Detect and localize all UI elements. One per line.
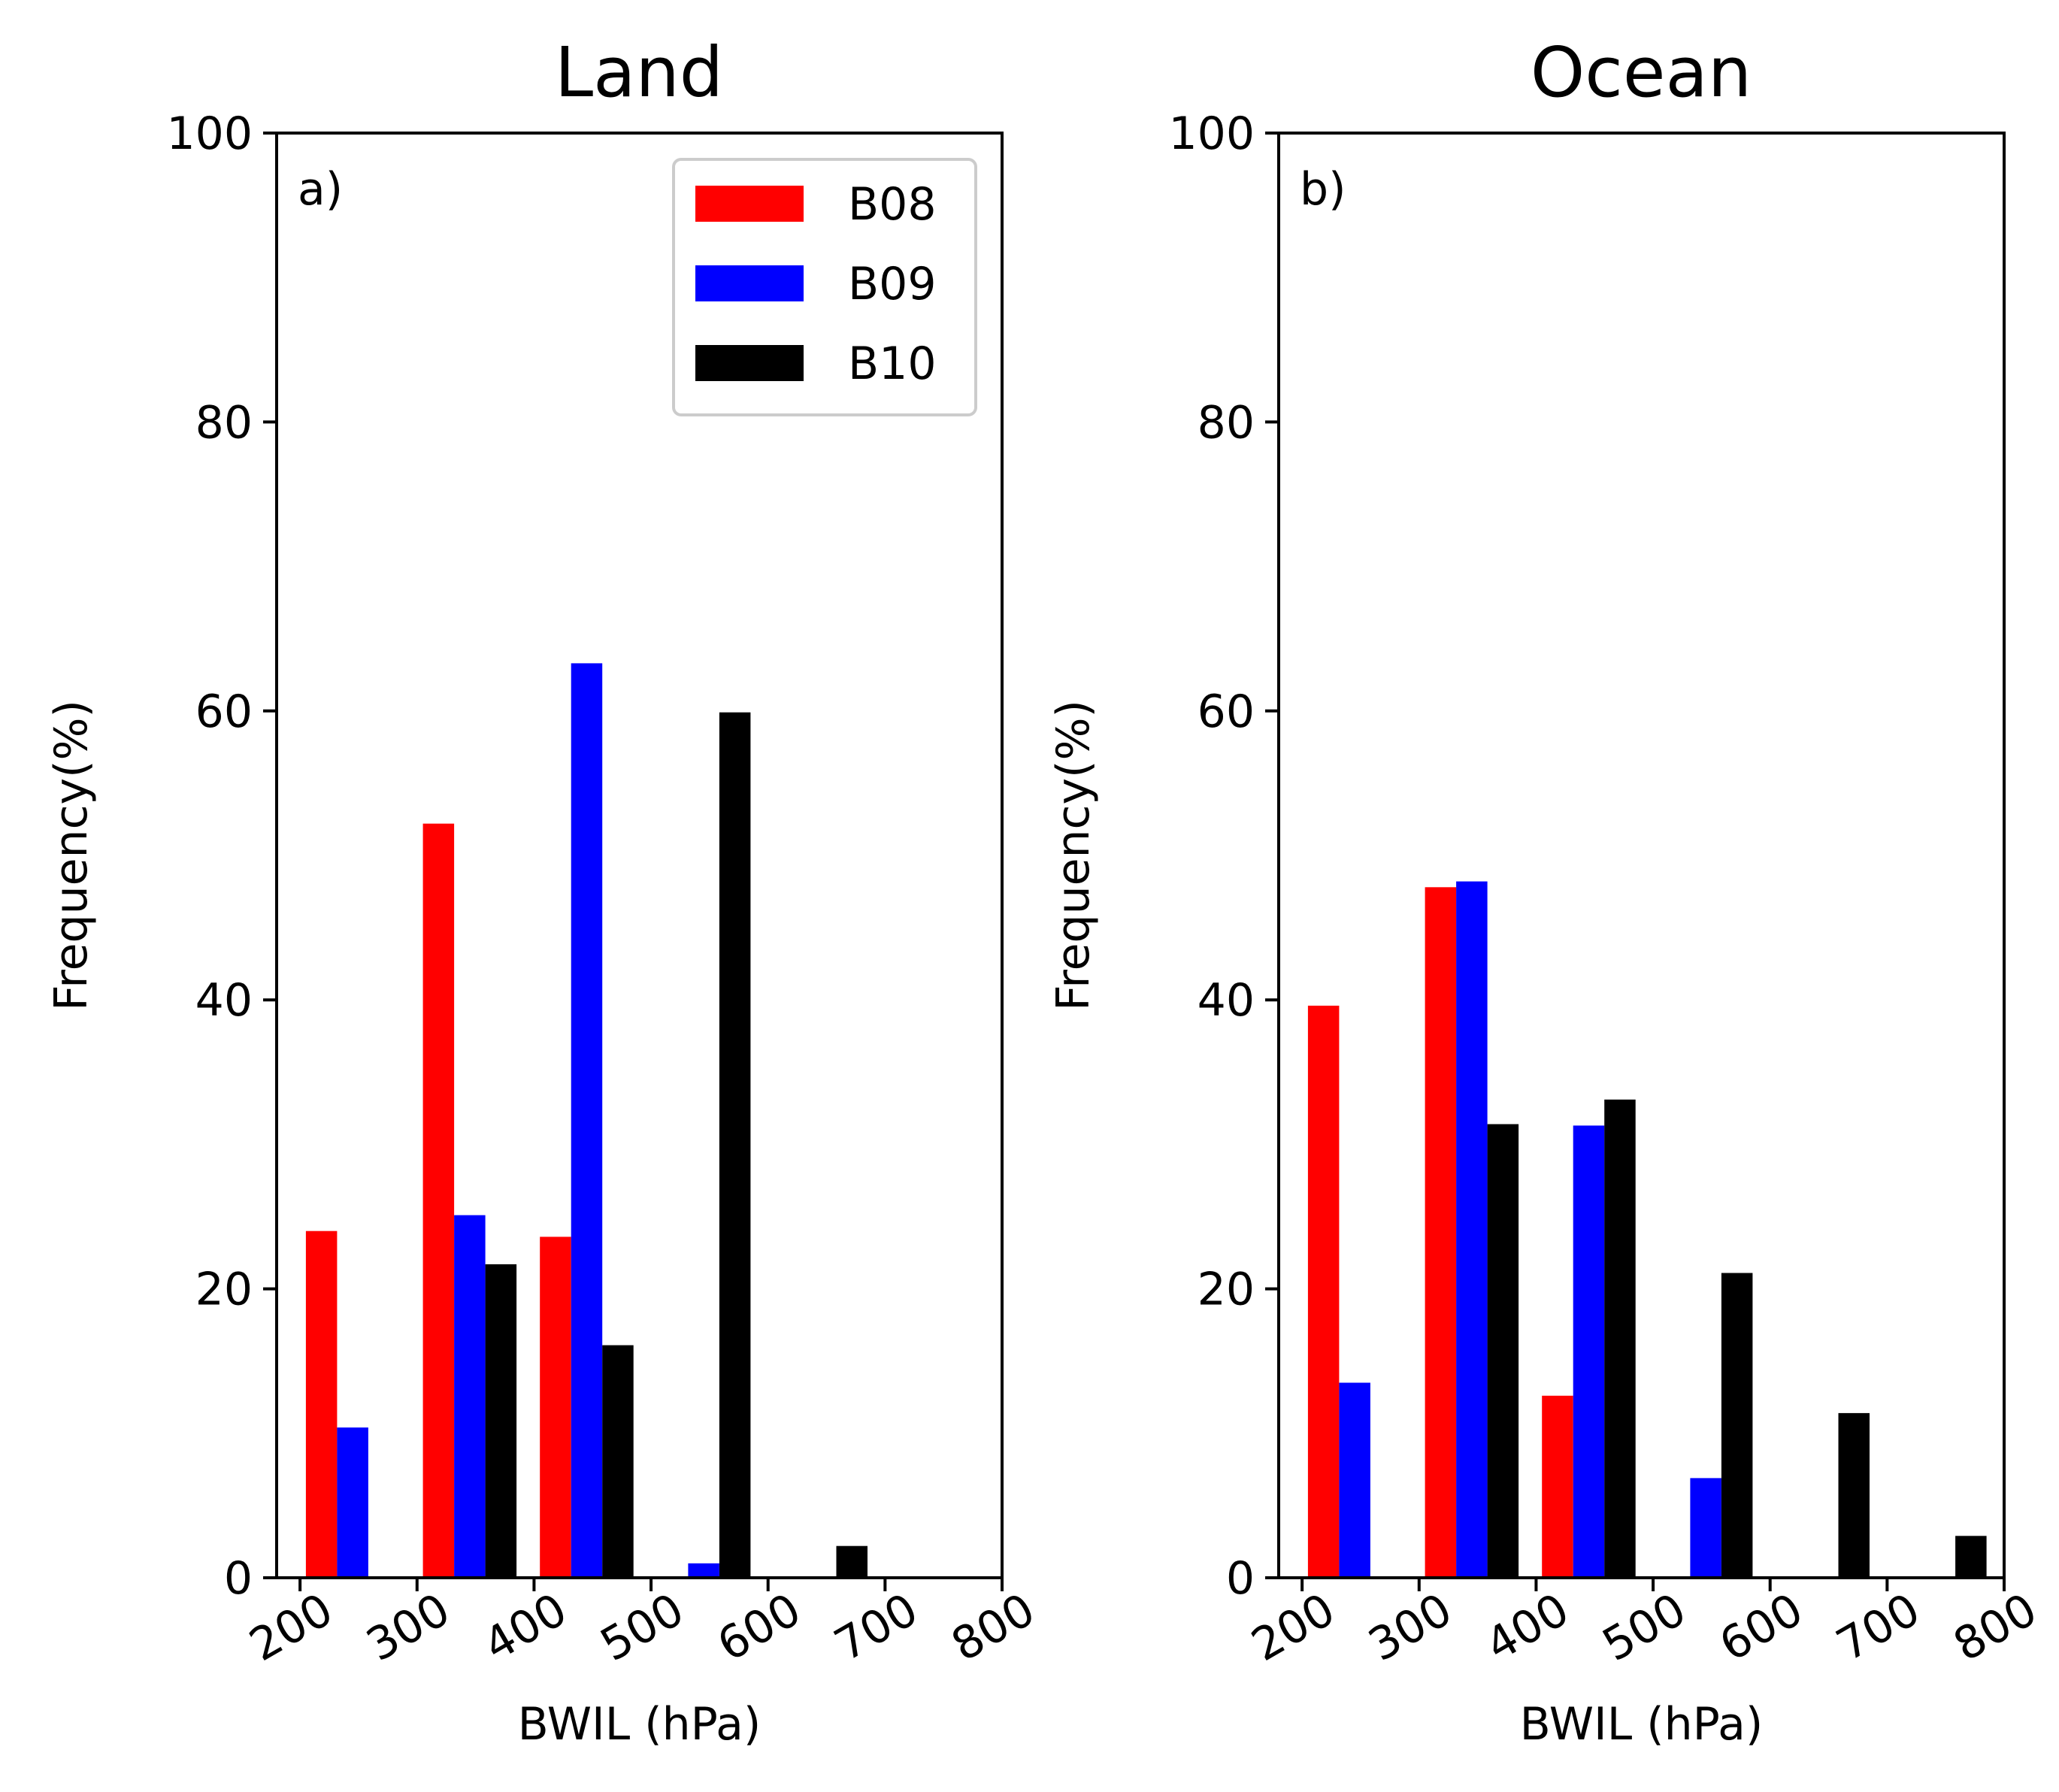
y-tick-label: 60 [195,686,253,738]
bar-b10-500 [719,712,751,1579]
bar-b10-600 [1838,1412,1870,1578]
bar-b10-500 [1721,1273,1753,1578]
chart-panel-land: Land 0 20 40 60 80 100 200 300 400 500 600 700 800 BWI… [45,32,1044,1751]
legend-label-b10: B10 [848,338,937,390]
x-tick-label: 600 [1711,1583,1812,1672]
x-tick-label: 300 [358,1583,459,1672]
x-axis-label: BWIL (hPa) [518,1698,762,1751]
bar-b09-500 [1690,1478,1721,1578]
legend-swatch-b09 [695,265,804,301]
panel-label: b) [1300,163,1346,216]
x-axis-label: BWIL (hPa) [1520,1698,1764,1751]
x-tick-label: 700 [1828,1583,1929,1672]
bar-b10-400 [602,1345,634,1578]
x-tick-label: 500 [592,1583,692,1672]
x-tick-label: 800 [1945,1583,2045,1672]
bar-b10-400 [1604,1099,1636,1578]
bar-b10-300 [1487,1124,1519,1578]
x-tick-label: 600 [709,1583,810,1672]
y-axis-label: Frequency(%) [45,700,98,1011]
bar-b09-200 [337,1427,368,1578]
x-tick-label: 400 [475,1583,576,1672]
bar-b10-300 [485,1264,517,1578]
chart-panel-ocean: Ocean 0 20 40 60 80 100 200 300 400 500 600 700 800 BW… [1047,32,2046,1751]
y-tick-label: 100 [1168,107,1255,160]
y-tick-label: 80 [195,396,253,449]
x-tick-label: 400 [1477,1583,1578,1672]
legend-label-b08: B08 [848,178,937,231]
bar-b08-400 [1542,1395,1573,1578]
bar-b09-300 [1456,881,1488,1578]
x-tick-label: 200 [1243,1583,1343,1672]
bar-b08-300 [1425,887,1457,1578]
y-tick-label: 20 [195,1264,253,1316]
bar-b10-700 [1955,1536,1987,1578]
y-tick-label: 0 [224,1552,253,1605]
y-tick-label: 80 [1198,396,1255,449]
panel-label: a) [298,163,343,216]
bar-b09-400 [571,663,603,1578]
bar-b08-200 [1307,1005,1340,1578]
bar-b08-200 [305,1230,338,1578]
x-tick-label: 700 [826,1583,927,1672]
y-tick-label: 40 [195,974,253,1027]
bar-b09-400 [1573,1125,1605,1578]
chart-title: Ocean [1531,32,1752,113]
x-tick-label: 300 [1360,1583,1461,1672]
y-tick-label: 40 [1198,974,1255,1027]
x-tick-label: 800 [943,1583,1043,1672]
bar-b09-200 [1339,1382,1370,1578]
legend-label-b09: B09 [848,258,937,310]
chart-title: Land [555,32,723,113]
bar-b09-300 [454,1215,486,1578]
y-tick-label: 20 [1198,1264,1255,1316]
bar-b08-400 [540,1237,571,1578]
legend: B08 B09 B10 [672,158,977,416]
plot-frame [1277,132,2006,1579]
legend-swatch-b10 [695,345,804,381]
y-tick-label: 100 [166,107,253,160]
y-axis-label: Frequency(%) [1047,700,1100,1011]
x-tick-label: 200 [241,1583,341,1672]
legend-swatch-b08 [695,186,804,222]
y-tick-label: 60 [1198,686,1255,738]
x-tick-label: 500 [1594,1583,1694,1672]
y-tick-label: 0 [1226,1552,1255,1605]
bar-b10-600 [836,1545,868,1578]
bar-b08-300 [422,823,455,1578]
bar-b09-500 [688,1563,719,1578]
plot-frame [275,132,1004,1579]
